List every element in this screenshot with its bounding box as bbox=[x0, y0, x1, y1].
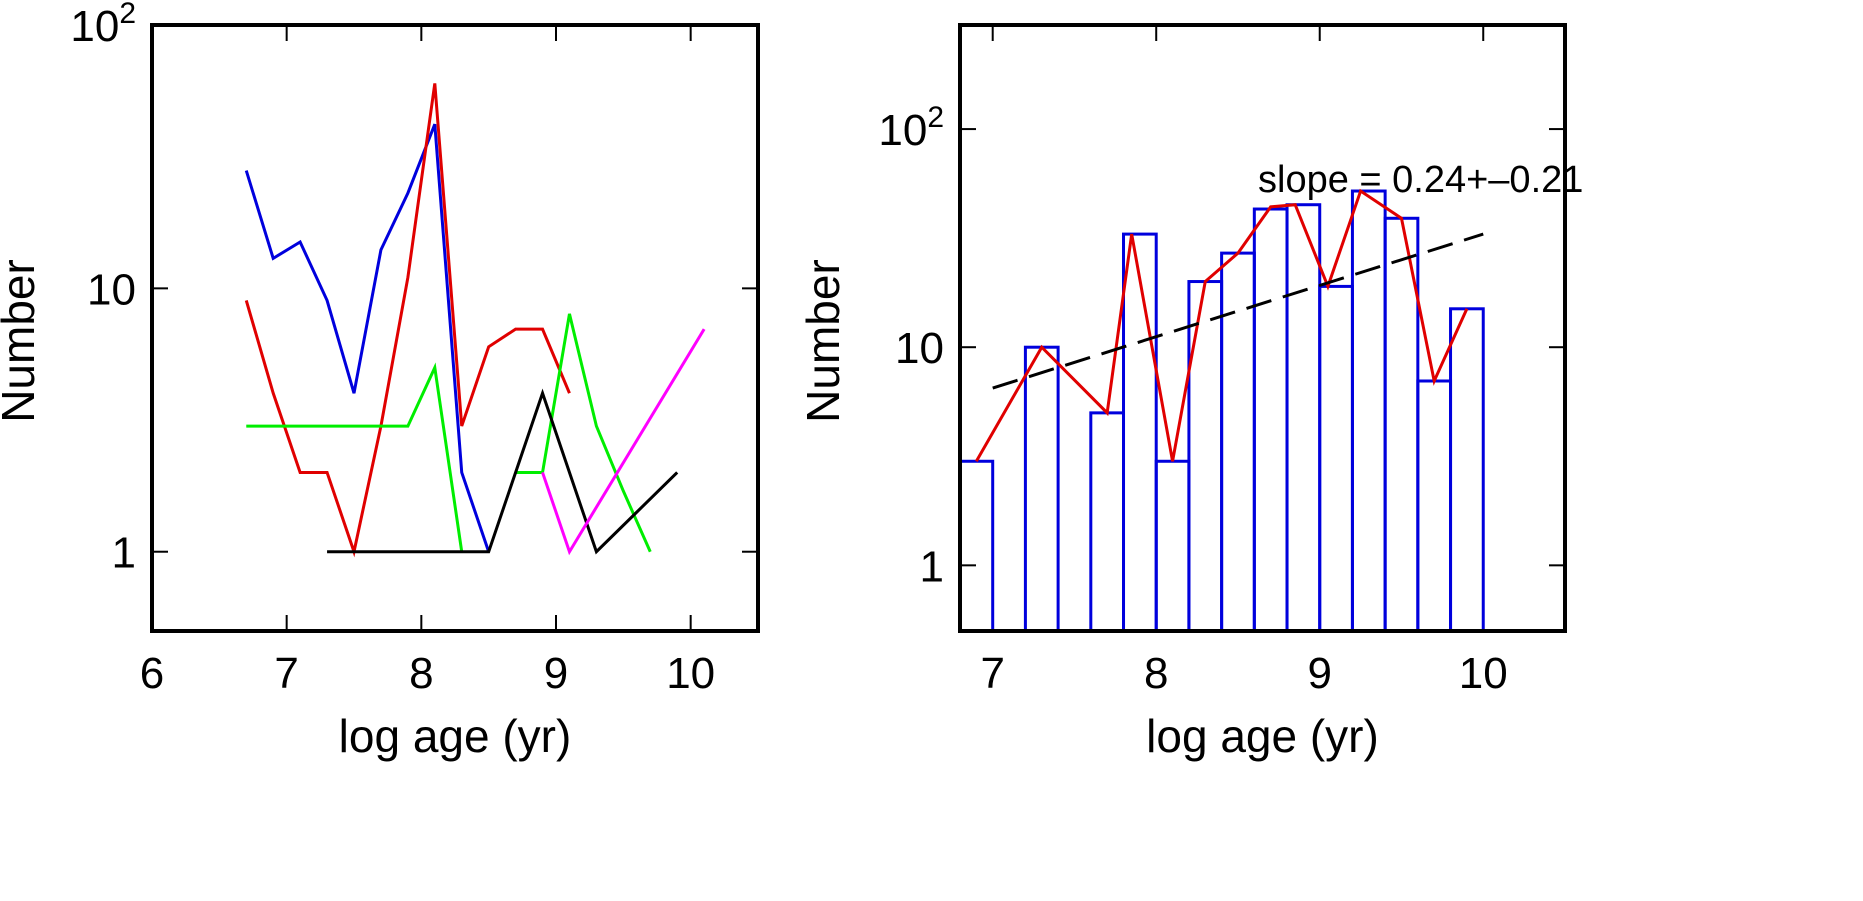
y-tick-exponent: 2 bbox=[927, 101, 944, 134]
histogram-bar bbox=[1122, 232, 1158, 631]
fit-line-dashed bbox=[992, 232, 1484, 390]
plot-frame bbox=[150, 23, 760, 633]
y-tick-base: 1 bbox=[920, 542, 944, 591]
histogram-bar bbox=[1449, 307, 1485, 631]
x-tick-label: 7 bbox=[980, 649, 1004, 698]
histogram-bar bbox=[1187, 280, 1224, 631]
y-tick-base: 10 bbox=[895, 324, 944, 373]
y-tick-base: 10 bbox=[70, 2, 119, 51]
series-line-green-2 bbox=[515, 313, 652, 553]
histogram-bar bbox=[1416, 379, 1453, 631]
slope-annotation: slope = 0.24+–0.21 bbox=[1258, 159, 1583, 201]
histogram-bar bbox=[1023, 345, 1060, 631]
series-line-blue bbox=[244, 123, 491, 553]
x-tick-label: 8 bbox=[409, 649, 433, 698]
x-tick-label: 7 bbox=[274, 649, 298, 698]
x-tick-label: 9 bbox=[1307, 649, 1331, 698]
y-tick-label: 102 bbox=[70, 0, 136, 51]
x-tick-label: 10 bbox=[1459, 649, 1508, 698]
y-tick-base: 1 bbox=[112, 529, 136, 578]
x-tick-label: 10 bbox=[666, 649, 715, 698]
plot-content bbox=[960, 188, 1485, 631]
y-axis-label: Number bbox=[0, 259, 44, 423]
x-axis-label: log age (yr) bbox=[1146, 710, 1379, 762]
x-tick-label: 9 bbox=[544, 649, 568, 698]
x-tick-label: 8 bbox=[1144, 649, 1168, 698]
series-line-red bbox=[975, 188, 1469, 463]
y-tick-label: 1 bbox=[920, 542, 944, 591]
histogram-bar bbox=[1154, 459, 1191, 631]
series-line-green bbox=[246, 362, 464, 552]
series-line-black bbox=[327, 388, 679, 555]
plot-frame bbox=[958, 23, 1567, 633]
series-line-magenta bbox=[541, 328, 706, 556]
histogram-bar bbox=[1318, 284, 1354, 631]
x-tick-label: 6 bbox=[140, 649, 164, 698]
histogram-bar bbox=[1220, 251, 1256, 631]
x-axis-label: log age (yr) bbox=[339, 710, 572, 762]
y-tick-base: 10 bbox=[878, 106, 927, 155]
histogram-bar bbox=[1089, 411, 1126, 631]
series-line-red bbox=[244, 83, 571, 558]
y-tick-base: 10 bbox=[87, 265, 136, 314]
y-tick-label: 10 bbox=[87, 265, 136, 314]
y-tick-label: 1 bbox=[112, 529, 136, 578]
y-axis-label: Number bbox=[797, 259, 849, 423]
series-group bbox=[244, 83, 706, 558]
y-tick-label: 10 bbox=[895, 324, 944, 373]
y-tick-label: 102 bbox=[878, 101, 944, 155]
histogram-bar bbox=[960, 459, 995, 631]
histogram-bar bbox=[1285, 203, 1322, 631]
histogram-bar bbox=[1252, 207, 1289, 631]
histogram-bar bbox=[1350, 189, 1387, 631]
y-tick-exponent: 2 bbox=[119, 0, 136, 30]
